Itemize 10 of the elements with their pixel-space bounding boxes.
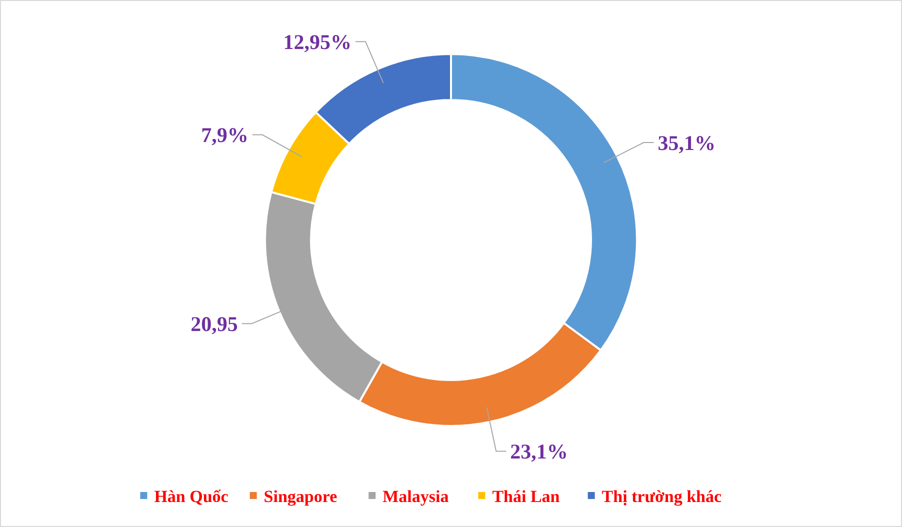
legend-label: Thái Lan: [492, 486, 560, 506]
data-label: 23,1%: [510, 440, 568, 464]
legend-label: Hàn Quốc: [154, 486, 229, 506]
legend-label: Malaysia: [382, 486, 450, 506]
data-label: 35,1%: [658, 130, 716, 155]
data-label: 7,9%: [201, 123, 248, 148]
legend-label: Singapore: [264, 486, 338, 506]
data-label: 20,95: [190, 312, 238, 336]
data-label: 12,95%: [283, 30, 352, 54]
legend-label: Thị trường khác: [602, 486, 722, 506]
